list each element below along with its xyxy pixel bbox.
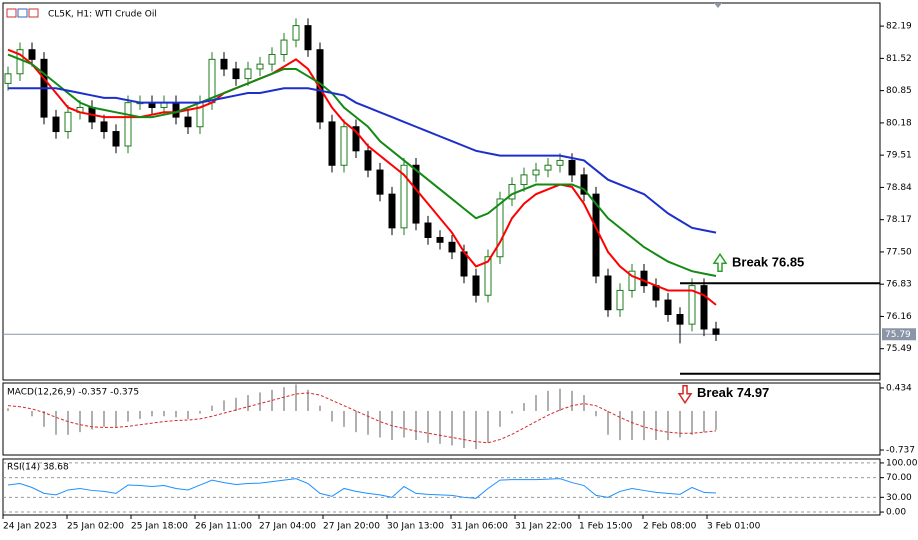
chart-title: CL5K, H1: WTI Crude Oil	[48, 10, 157, 20]
x-tick-label: 31 Jan 22:00	[515, 522, 572, 532]
level-arrow	[712, 252, 728, 272]
candle-body	[244, 68, 252, 80]
moving-average	[7, 53, 717, 277]
candle-body	[184, 116, 192, 128]
y-tick-label: 30.00	[886, 493, 912, 503]
candle-body	[340, 126, 348, 166]
candle-body	[700, 285, 708, 330]
x-tick-label: 2 Feb 08:00	[643, 522, 697, 532]
x-tick-label: 25 Jan 18:00	[131, 522, 188, 532]
y-tick-label: -0.737	[886, 446, 915, 456]
candle-body	[604, 275, 612, 311]
candle-body	[388, 193, 396, 229]
candle-body	[688, 285, 696, 325]
y-tick-label: 70.00	[886, 473, 912, 483]
candle-body	[292, 25, 300, 41]
candle-body	[400, 164, 408, 229]
candle-body	[556, 159, 564, 166]
candle-body	[352, 126, 360, 152]
rsi-title: RSI(14) 38.68	[7, 463, 69, 473]
candle-body	[100, 121, 108, 133]
level-label: Break 74.97	[697, 385, 769, 400]
y-tick-label: 0.00	[886, 508, 906, 518]
candle-body	[220, 58, 228, 70]
candle-body	[508, 184, 516, 200]
x-tick-label: 1 Feb 15:00	[579, 522, 633, 532]
x-tick-label: 27 Jan 20:00	[323, 522, 380, 532]
x-tick-label: 30 Jan 13:00	[387, 522, 444, 532]
x-tick-label: 27 Jan 04:00	[259, 522, 316, 532]
candle-body	[412, 164, 420, 224]
macd-title: MACD(12,26,9) -0.357 -0.375	[7, 388, 139, 398]
rsi-panel	[2, 458, 881, 516]
candle-body	[484, 256, 492, 296]
candle-body	[712, 328, 720, 335]
candle-body	[676, 314, 684, 325]
candle-body	[112, 131, 120, 147]
moving-average	[7, 48, 717, 306]
candle-body	[28, 49, 36, 60]
level-label: Break 76.85	[732, 255, 804, 270]
toolbar-icons	[6, 8, 39, 18]
candle-body	[472, 275, 480, 296]
y-tick-label: 81.52	[886, 54, 912, 64]
main-panel	[2, 2, 881, 381]
moving-average	[8, 87, 717, 234]
x-tick-label: 24 Jan 2023	[3, 522, 57, 532]
shift-marker	[714, 3, 722, 8]
candle-body	[640, 270, 648, 287]
y-tick-label: 77.50	[886, 247, 912, 257]
current-price-box	[882, 328, 916, 341]
candle-body	[124, 102, 132, 147]
x-tick-label: 25 Jan 02:00	[67, 522, 124, 532]
rsi-line	[7, 478, 717, 499]
candle-body	[616, 289, 624, 311]
candle-body	[16, 49, 24, 75]
candle-body	[268, 54, 276, 65]
candle-body	[436, 236, 444, 243]
candle-body	[172, 102, 180, 118]
candle-body	[496, 198, 504, 258]
y-tick-label: 82.19	[886, 22, 912, 32]
current-price-label: 75.79	[885, 330, 911, 340]
candle-body	[304, 25, 312, 51]
candle-body	[424, 222, 432, 238]
macd-signal	[7, 392, 717, 444]
y-tick-label: 80.85	[886, 86, 912, 96]
x-tick-label: 31 Jan 06:00	[451, 522, 508, 532]
y-tick-label: 79.51	[886, 151, 912, 161]
x-tick-label: 3 Feb 01:00	[707, 522, 761, 532]
candle-body	[448, 241, 456, 253]
candle-body	[628, 270, 636, 291]
y-tick-label: 78.17	[886, 215, 912, 225]
candle-body	[580, 174, 588, 195]
candle-body	[232, 68, 240, 80]
candle-body	[256, 63, 264, 70]
macd-panel	[2, 382, 881, 456]
candle-body	[544, 164, 552, 171]
level-arrow	[677, 384, 693, 405]
y-tick-label: 75.49	[886, 344, 912, 354]
candle-body	[4, 73, 12, 84]
candle-body	[364, 150, 372, 171]
y-tick-label: 76.83	[886, 280, 912, 290]
candle-body	[64, 111, 72, 133]
x-tick-label: 26 Jan 11:00	[195, 522, 252, 532]
candle-body	[568, 159, 576, 176]
candle-body	[328, 121, 336, 166]
y-tick-label: 76.16	[886, 312, 912, 322]
y-tick-label: 100.00	[886, 458, 918, 468]
candle-body	[664, 299, 672, 316]
candle-body	[652, 285, 660, 301]
candle-body	[52, 116, 60, 133]
y-tick-label: 80.18	[886, 118, 912, 128]
y-tick-label: 78.84	[886, 183, 912, 193]
y-tick-label: 0.434	[886, 383, 912, 393]
candle-body	[376, 169, 384, 195]
candle-body	[520, 174, 528, 186]
candle-body	[280, 39, 288, 56]
candle-body	[532, 169, 540, 176]
